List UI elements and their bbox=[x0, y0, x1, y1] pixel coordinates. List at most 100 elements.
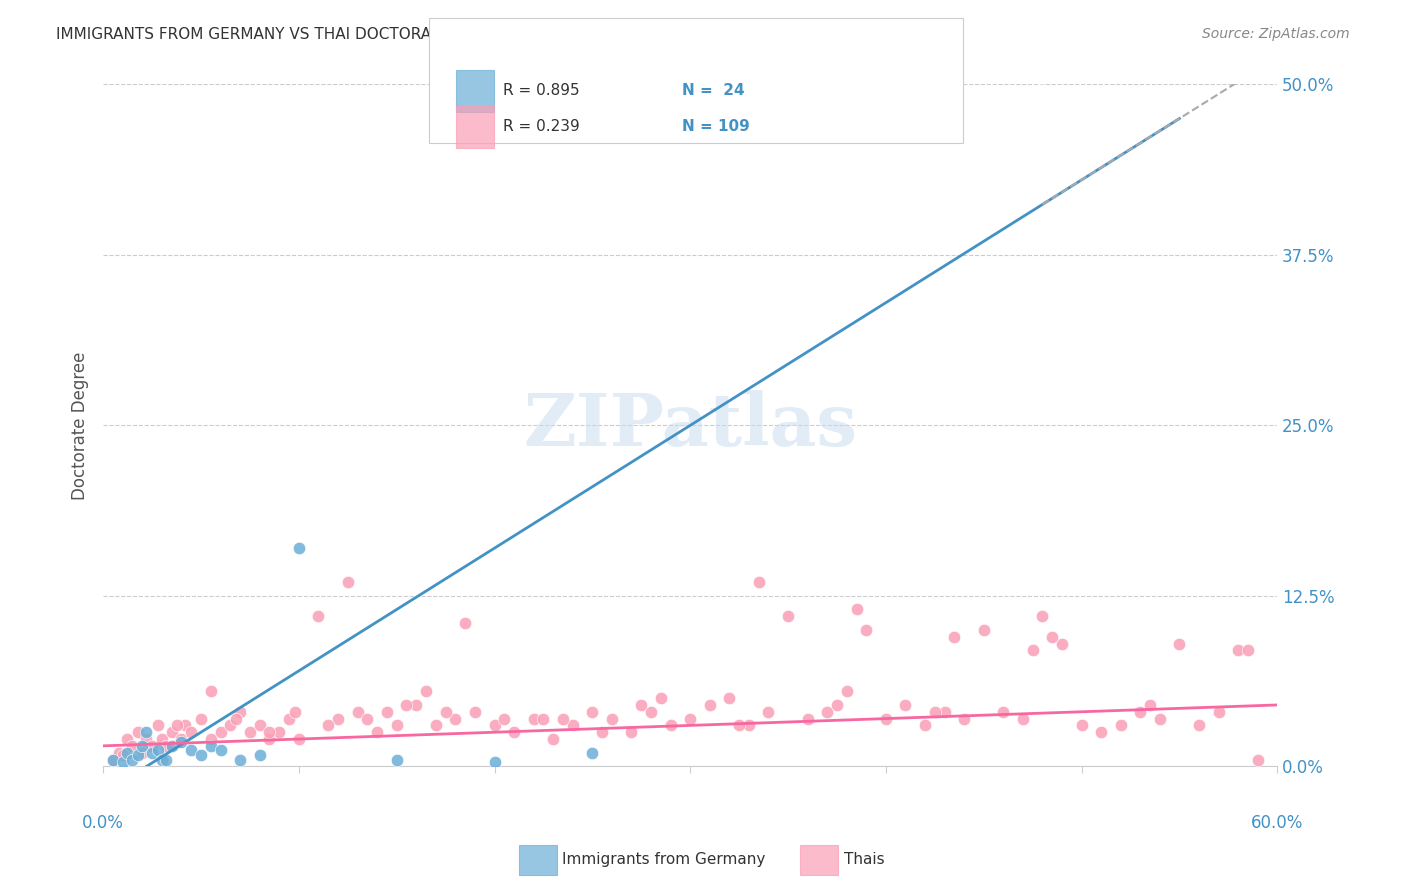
Point bbox=[278, 712, 301, 726]
Point bbox=[141, 739, 163, 753]
Point bbox=[464, 705, 486, 719]
Point bbox=[170, 735, 193, 749]
Point bbox=[1168, 637, 1191, 651]
Point bbox=[127, 725, 149, 739]
Point bbox=[155, 739, 177, 753]
Point bbox=[494, 712, 516, 726]
Point bbox=[845, 602, 868, 616]
Point bbox=[1031, 609, 1053, 624]
Text: ZIPatlas: ZIPatlas bbox=[523, 390, 858, 461]
Text: R = 0.895: R = 0.895 bbox=[503, 84, 579, 98]
Point bbox=[239, 725, 262, 739]
Point bbox=[166, 718, 188, 732]
Point bbox=[307, 609, 329, 624]
Point bbox=[115, 746, 138, 760]
Point bbox=[924, 705, 946, 719]
Point bbox=[1040, 630, 1063, 644]
Point bbox=[1050, 637, 1073, 651]
Point bbox=[1149, 712, 1171, 726]
Point bbox=[209, 725, 232, 739]
Point bbox=[1139, 698, 1161, 712]
Point bbox=[131, 746, 153, 760]
Point bbox=[581, 746, 603, 760]
Text: N = 109: N = 109 bbox=[682, 120, 749, 134]
Point bbox=[180, 725, 202, 739]
Y-axis label: Doctorate Degree: Doctorate Degree bbox=[72, 351, 89, 500]
Point bbox=[434, 705, 457, 719]
Point bbox=[1070, 718, 1092, 732]
Point bbox=[346, 705, 368, 719]
Point bbox=[170, 732, 193, 747]
Point bbox=[1021, 643, 1043, 657]
Point bbox=[484, 756, 506, 770]
Point bbox=[288, 732, 311, 747]
Point bbox=[200, 739, 222, 753]
Point bbox=[718, 691, 741, 706]
Point bbox=[229, 752, 252, 766]
Point bbox=[180, 743, 202, 757]
Point bbox=[101, 752, 124, 766]
Point bbox=[146, 743, 169, 757]
Point bbox=[131, 739, 153, 753]
Point bbox=[444, 712, 467, 726]
Text: R = 0.239: R = 0.239 bbox=[503, 120, 581, 134]
Point bbox=[973, 623, 995, 637]
Point bbox=[523, 712, 546, 726]
Point bbox=[269, 725, 291, 739]
Point bbox=[1109, 718, 1132, 732]
Point bbox=[796, 712, 818, 726]
Text: Immigrants from Germany: Immigrants from Germany bbox=[562, 853, 766, 867]
Point bbox=[209, 743, 232, 757]
Point bbox=[160, 739, 183, 753]
Point bbox=[121, 739, 143, 753]
Point bbox=[533, 712, 555, 726]
Point bbox=[121, 752, 143, 766]
Point bbox=[679, 712, 702, 726]
Point bbox=[155, 752, 177, 766]
Point bbox=[1237, 643, 1260, 657]
Point bbox=[150, 732, 173, 747]
Point bbox=[107, 746, 129, 760]
Point bbox=[259, 732, 281, 747]
Point bbox=[484, 718, 506, 732]
Point bbox=[249, 718, 271, 732]
Point bbox=[150, 752, 173, 766]
Point bbox=[200, 684, 222, 698]
Point bbox=[1188, 718, 1211, 732]
Point bbox=[630, 698, 652, 712]
Text: N =  24: N = 24 bbox=[682, 84, 745, 98]
Point bbox=[395, 698, 418, 712]
Point bbox=[385, 718, 408, 732]
Point bbox=[541, 732, 564, 747]
Point bbox=[1129, 705, 1152, 719]
Point bbox=[174, 718, 197, 732]
Point bbox=[115, 732, 138, 747]
Point bbox=[425, 718, 447, 732]
Point bbox=[728, 718, 751, 732]
Point bbox=[366, 725, 388, 739]
Point bbox=[1090, 725, 1112, 739]
Text: Source: ZipAtlas.com: Source: ZipAtlas.com bbox=[1202, 27, 1350, 41]
Point bbox=[659, 718, 682, 732]
Point bbox=[160, 725, 183, 739]
Point bbox=[1247, 752, 1270, 766]
Point bbox=[259, 725, 281, 739]
Text: 0.0%: 0.0% bbox=[82, 814, 124, 832]
Point bbox=[1031, 70, 1053, 85]
Point bbox=[316, 718, 339, 732]
Point bbox=[111, 756, 134, 770]
Point bbox=[738, 718, 761, 732]
Point bbox=[650, 691, 672, 706]
Point bbox=[894, 698, 917, 712]
Point bbox=[640, 705, 662, 719]
Point bbox=[825, 698, 848, 712]
Point bbox=[127, 748, 149, 763]
Point bbox=[758, 705, 780, 719]
Point bbox=[249, 748, 271, 763]
Point bbox=[503, 725, 526, 739]
Point bbox=[288, 541, 311, 555]
Point bbox=[385, 752, 408, 766]
Point bbox=[111, 748, 134, 763]
Point bbox=[141, 746, 163, 760]
Point bbox=[699, 698, 721, 712]
